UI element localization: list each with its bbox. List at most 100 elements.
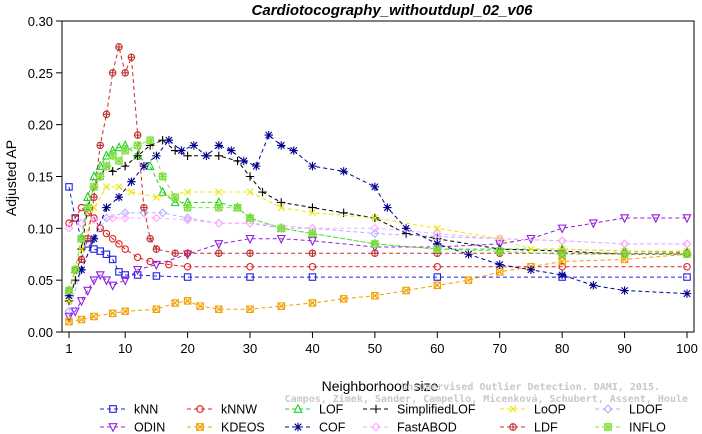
- data-point: [152, 272, 161, 280]
- data-point: [215, 188, 223, 196]
- data-point: [557, 250, 567, 259]
- data-point: [433, 262, 442, 271]
- data-point: [196, 302, 204, 310]
- data-point: [603, 404, 613, 414]
- data-point: [114, 193, 124, 202]
- data-point: [433, 239, 442, 249]
- data-point: [77, 265, 86, 274]
- data-point: [133, 266, 143, 276]
- data-point: [108, 213, 118, 223]
- data-point: [277, 141, 286, 150]
- data-point: [277, 224, 286, 233]
- data-point: [83, 191, 93, 201]
- data-point: [246, 188, 254, 196]
- data-point: [127, 188, 136, 196]
- data-point: [65, 317, 73, 326]
- x-axis-label: Neighborhood size: [322, 378, 439, 394]
- data-point: [308, 229, 317, 238]
- data-point: [509, 405, 517, 413]
- data-point: [371, 422, 381, 432]
- data-point: [183, 249, 192, 257]
- data-point: [96, 224, 104, 233]
- series-knnw: [65, 203, 691, 271]
- legend-label: kNN: [134, 403, 158, 417]
- legend-item: COF: [285, 421, 346, 434]
- data-point: [102, 250, 111, 259]
- data-point: [245, 172, 255, 181]
- legend-label: LoOP: [534, 403, 566, 417]
- data-point: [151, 260, 161, 271]
- data-point: [108, 255, 117, 264]
- data-point: [308, 161, 317, 171]
- data-point: [183, 215, 193, 225]
- legend-label: COF: [319, 421, 346, 434]
- data-point: [308, 273, 317, 281]
- x-tick-label: 50: [368, 341, 382, 356]
- data-point: [433, 224, 441, 232]
- data-point: [170, 196, 180, 207]
- data-point: [164, 136, 174, 145]
- data-point: [64, 312, 74, 322]
- data-point: [289, 146, 298, 155]
- data-point: [589, 281, 598, 290]
- data-point: [145, 136, 155, 145]
- legend: kNN kNNW LOF SimplifiedLOF LoOP LDOF ODIN KDEOS…: [100, 403, 666, 434]
- data-point: [127, 177, 136, 186]
- data-point: [65, 219, 73, 227]
- x-tick-label: 60: [430, 341, 444, 356]
- data-point: [133, 271, 142, 279]
- data-point: [171, 249, 179, 257]
- data-point: [183, 203, 192, 212]
- data-point: [77, 234, 86, 243]
- data-point: [115, 240, 123, 248]
- data-point: [383, 203, 392, 212]
- data-point: [109, 405, 117, 413]
- data-point: [145, 160, 155, 170]
- legend-item: kNNW: [187, 403, 257, 417]
- data-point: [339, 295, 348, 303]
- data-point: [101, 150, 112, 160]
- data-point: [196, 423, 204, 431]
- data-point: [557, 236, 567, 246]
- watermark-line: Unsupervised Outlier Detection. DAMI, 20…: [401, 381, 660, 393]
- y-tick-label: 0.25: [28, 66, 53, 81]
- data-point: [246, 273, 254, 281]
- data-point: [140, 203, 148, 212]
- data-point: [120, 276, 130, 286]
- data-point: [70, 307, 80, 317]
- data-point: [114, 156, 124, 166]
- data-point: [215, 249, 223, 257]
- x-tick-label: 40: [305, 341, 319, 356]
- data-point: [683, 273, 691, 281]
- data-point: [139, 161, 149, 171]
- data-point: [588, 219, 598, 229]
- data-point: [64, 223, 74, 233]
- data-point: [495, 234, 505, 244]
- plot-frame: [61, 20, 695, 333]
- legend-item: ODIN: [100, 421, 165, 434]
- data-point: [245, 218, 255, 228]
- legend-item: LOF: [285, 403, 344, 417]
- data-point: [71, 214, 79, 222]
- data-point: [214, 141, 224, 150]
- data-point: [96, 172, 105, 181]
- data-point: [370, 223, 380, 233]
- x-tick-label: 10: [118, 341, 132, 356]
- data-point: [77, 255, 86, 264]
- data-point: [464, 276, 473, 284]
- series-cof: [64, 130, 692, 300]
- data-point: [121, 271, 129, 279]
- data-point: [90, 312, 98, 321]
- data-point: [89, 215, 99, 225]
- data-point: [127, 53, 136, 61]
- data-point: [108, 167, 117, 176]
- data-point: [246, 262, 254, 271]
- data-point: [108, 234, 117, 243]
- data-point: [202, 151, 211, 160]
- series-line: [68, 206, 687, 268]
- data-point: [464, 250, 473, 259]
- data-point: [101, 276, 112, 286]
- data-point: [276, 234, 286, 245]
- data-point: [402, 286, 410, 295]
